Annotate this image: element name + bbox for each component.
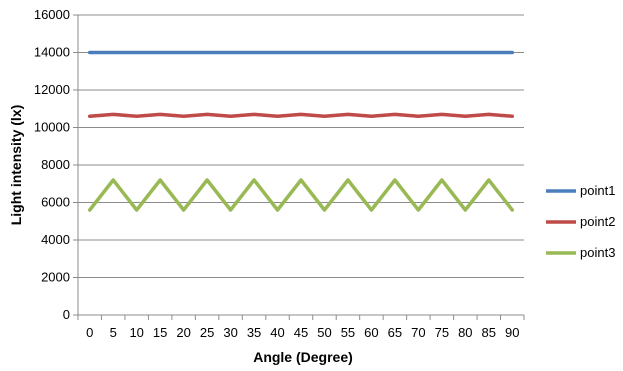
- y-tick-label-2000: 2000: [41, 270, 70, 285]
- y-axis-title: Light intensity (lx): [8, 105, 24, 226]
- x-tick-label-35: 35: [247, 325, 261, 340]
- x-tick-label-70: 70: [411, 325, 425, 340]
- x-tick-label-0: 0: [86, 325, 93, 340]
- x-tick-label-80: 80: [458, 325, 472, 340]
- x-tick-label-20: 20: [176, 325, 190, 340]
- x-axis-title: Angle (Degree): [253, 349, 353, 365]
- y-tick-label-10000: 10000: [34, 120, 70, 135]
- x-tick-label-85: 85: [482, 325, 496, 340]
- x-tick-label-55: 55: [341, 325, 355, 340]
- series-lines: [87, 50, 515, 212]
- y-tick-label-8000: 8000: [41, 157, 70, 172]
- x-tick-label-65: 65: [388, 325, 402, 340]
- legend: point1 point2 point3: [546, 183, 615, 260]
- series-line-point3: [87, 178, 515, 212]
- x-tick-label-25: 25: [200, 325, 214, 340]
- y-tick-label-0: 0: [63, 307, 70, 322]
- x-tick-label-75: 75: [435, 325, 449, 340]
- x-tick-label-5: 5: [110, 325, 117, 340]
- x-tick-label-90: 90: [505, 325, 519, 340]
- x-tick-label-40: 40: [270, 325, 284, 340]
- x-tick-label-30: 30: [223, 325, 237, 340]
- y-tick-label-12000: 12000: [34, 82, 70, 97]
- legend-label-point2: point2: [580, 214, 615, 229]
- series-line-point2: [87, 112, 515, 118]
- y-tick-label-16000: 16000: [34, 7, 70, 22]
- y-tick-label-4000: 4000: [41, 232, 70, 247]
- x-tick-label-50: 50: [317, 325, 331, 340]
- y-tick-labels: 0 2000 4000 6000 8000 10000 12000 14000 16000: [34, 7, 70, 322]
- x-tick-label-60: 60: [364, 325, 378, 340]
- y-tick-label-6000: 6000: [41, 195, 70, 210]
- y-tick-label-14000: 14000: [34, 45, 70, 60]
- x-tick-label-45: 45: [294, 325, 308, 340]
- x-tick-label-15: 15: [153, 325, 167, 340]
- x-tick-label-10: 10: [129, 325, 143, 340]
- x-tick-labels: 0 5 10 15 20 25 30 35 40 45 50 55 60 65 70 75 80 85 90: [86, 325, 519, 340]
- legend-label-point1: point1: [580, 183, 615, 198]
- legend-label-point3: point3: [580, 245, 615, 260]
- axes: [73, 14, 525, 320]
- gridlines: [78, 14, 524, 278]
